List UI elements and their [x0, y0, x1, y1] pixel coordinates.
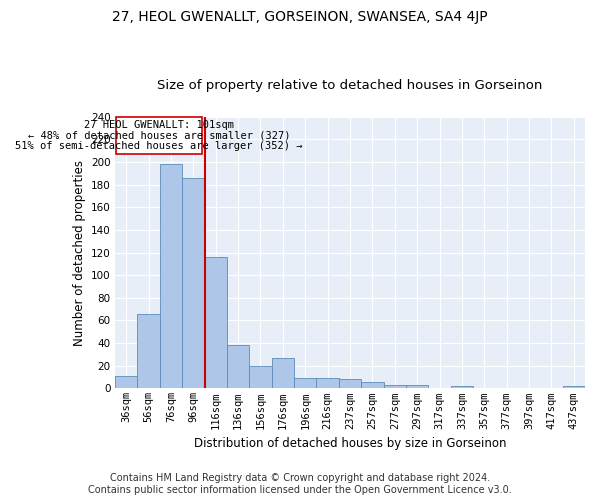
FancyBboxPatch shape [116, 117, 202, 154]
Bar [115, 376, 137, 388]
Bar [182, 178, 205, 388]
Bar [563, 386, 585, 388]
Text: Contains HM Land Registry data © Crown copyright and database right 2024.
Contai: Contains HM Land Registry data © Crown c… [88, 474, 512, 495]
Bar [316, 378, 339, 388]
Text: ← 48% of detached houses are smaller (327): ← 48% of detached houses are smaller (32… [28, 130, 290, 140]
Text: 27 HEOL GWENALLT: 101sqm: 27 HEOL GWENALLT: 101sqm [84, 120, 234, 130]
Bar [160, 164, 182, 388]
Bar [406, 385, 428, 388]
Bar [272, 358, 294, 388]
Bar [451, 386, 473, 388]
Bar [249, 366, 272, 388]
Text: 27, HEOL GWENALLT, GORSEINON, SWANSEA, SA4 4JP: 27, HEOL GWENALLT, GORSEINON, SWANSEA, S… [112, 10, 488, 24]
Bar [137, 314, 160, 388]
Text: 51% of semi-detached houses are larger (352) →: 51% of semi-detached houses are larger (… [16, 141, 303, 151]
Bar [227, 346, 249, 389]
X-axis label: Distribution of detached houses by size in Gorseinon: Distribution of detached houses by size … [194, 437, 506, 450]
Bar [294, 378, 316, 388]
Bar [383, 385, 406, 388]
Bar [205, 257, 227, 388]
Bar [339, 380, 361, 388]
Bar [361, 382, 383, 388]
Title: Size of property relative to detached houses in Gorseinon: Size of property relative to detached ho… [157, 79, 542, 92]
Y-axis label: Number of detached properties: Number of detached properties [73, 160, 86, 346]
